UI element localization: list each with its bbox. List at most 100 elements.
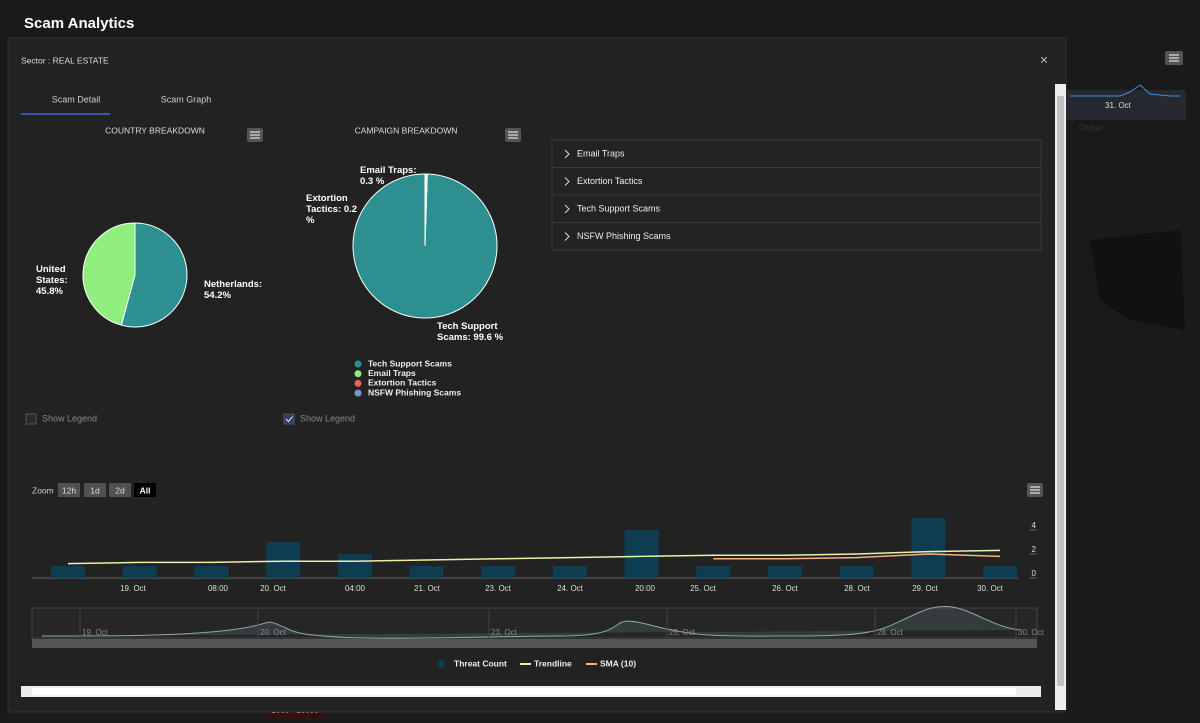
- scroll-thumb[interactable]: [1057, 96, 1064, 686]
- y-tick-label: 4: [1032, 521, 1037, 530]
- x-tick-label: 26. Oct: [772, 584, 799, 593]
- sector-label: Sector : REAL ESTATE: [21, 55, 109, 65]
- line-series: [713, 553, 1001, 560]
- chevron: [564, 232, 570, 241]
- x-tick-label: 20:00: [635, 584, 656, 593]
- navigator-label: 30. Oct: [1018, 628, 1045, 637]
- data-label: Netherlands: 54.2%: [204, 279, 263, 301]
- accordion-label: Email Traps: [577, 148, 625, 158]
- legend-marker: [354, 360, 362, 368]
- legend-label[interactable]: Extortion Tactics: [368, 378, 437, 388]
- bar: [337, 554, 372, 578]
- navigator-series: [41, 606, 1021, 639]
- bar: [194, 566, 229, 578]
- data-label: Extortion Tactics: 0.2 %: [306, 193, 358, 226]
- chevron: [564, 204, 570, 214]
- bar: [624, 530, 659, 578]
- menu-button[interactable]: [505, 128, 521, 142]
- zoom-button[interactable]: [134, 483, 156, 497]
- navigator-label: 28. Oct: [877, 628, 904, 637]
- x-tick-label: 28. Oct: [844, 584, 871, 593]
- legend-label[interactable]: Trendline: [534, 658, 572, 668]
- y-tick-label: 0: [1032, 569, 1037, 578]
- navigator-label: 19. Oct: [82, 628, 109, 637]
- bar: [839, 566, 874, 578]
- menu-button[interactable]: [1027, 483, 1043, 497]
- data-label: United States: 45.8%: [36, 264, 68, 297]
- zoom-button-label: 1d: [90, 485, 100, 495]
- bar: [122, 566, 157, 578]
- chevron: [564, 149, 570, 159]
- zoom-button-label: 2d: [115, 485, 125, 495]
- zoom-button[interactable]: [58, 483, 80, 497]
- legend-checkbox[interactable]: [283, 413, 295, 425]
- data-label: Extortion Tactics: 0.2 %: [306, 193, 358, 226]
- legend-marker: [437, 660, 445, 668]
- bar: [983, 566, 1018, 578]
- scroll-thumb[interactable]: [32, 688, 1016, 695]
- accordion-label: Extortion Tactics: [577, 176, 643, 186]
- legend-toggle-label: Show Legend: [300, 413, 355, 423]
- accordion-item[interactable]: [551, 222, 1042, 251]
- chevron: [564, 177, 570, 186]
- navigator-label: 25. Oct: [669, 628, 696, 637]
- x-tick-label: 24. Oct: [557, 584, 584, 593]
- legend-label[interactable]: SMA (10): [600, 658, 636, 668]
- bar: [696, 566, 731, 578]
- bar: [552, 566, 587, 578]
- y-tick-label: 2: [1032, 545, 1037, 554]
- tab[interactable]: Scam Detail: [52, 94, 101, 104]
- legend-label[interactable]: Tech Support Scams: [368, 358, 452, 368]
- legend-label[interactable]: NSFW Phishing Scams: [368, 387, 461, 397]
- zoom-button-label: All: [140, 485, 151, 495]
- map-sparkline: [1070, 84, 1180, 97]
- menu-button[interactable]: [247, 128, 263, 142]
- data-label: Netherlands: 54.2%: [204, 279, 263, 301]
- accordion-item[interactable]: [551, 139, 1042, 168]
- navigator-label: 20. Oct: [260, 628, 287, 637]
- accordion-item[interactable]: [551, 167, 1042, 196]
- bar: [51, 566, 85, 578]
- chart-title: COUNTRY BREAKDOWN: [105, 125, 205, 135]
- legend-label[interactable]: Email Traps: [368, 368, 416, 378]
- accordion-label: NSFW Phishing Scams: [577, 231, 671, 241]
- x-tick-label: 25. Oct: [690, 584, 717, 593]
- x-tick-label: 19. Oct: [120, 584, 147, 593]
- legend-label[interactable]: Threat Count: [454, 658, 507, 668]
- navigator-scrollbar[interactable]: [32, 639, 1037, 648]
- bar: [481, 566, 516, 578]
- tab-indicator: [21, 113, 110, 115]
- zoom-button[interactable]: [109, 483, 131, 497]
- x-tick-label: 20. Oct: [260, 584, 287, 593]
- navigator-label: 23. Oct: [491, 628, 518, 637]
- pie-slice: [82, 222, 136, 326]
- legend-toggle-label: Show Legend: [42, 413, 97, 423]
- map-land: [1090, 230, 1185, 330]
- x-tick-label: 08:00: [208, 584, 229, 593]
- x-tick-label: 04:00: [345, 584, 366, 593]
- legend-marker: [354, 379, 362, 387]
- map-strip: [1066, 90, 1186, 120]
- pie-slice: [120, 222, 188, 328]
- data-label: Email Traps: 0.3 %: [360, 165, 417, 187]
- map-date: 31. Oct: [1105, 101, 1132, 110]
- line-series: [67, 549, 1001, 565]
- checkmark: [285, 416, 293, 423]
- app-title: Scam Analytics: [24, 15, 134, 32]
- close-button[interactable]: ×: [1040, 52, 1048, 68]
- data-label: Tech Support Scams: 99.6 %: [437, 321, 504, 343]
- accordion-item[interactable]: [551, 194, 1042, 223]
- data-label: Tech Support Scams: 99.6 %: [437, 321, 504, 343]
- accordion-label: Tech Support Scams: [577, 203, 661, 213]
- map-menu[interactable]: [1165, 51, 1183, 65]
- legend-checkbox[interactable]: [25, 413, 37, 425]
- data-label: United States: 45.8%: [36, 264, 68, 297]
- zoom-button[interactable]: [84, 483, 106, 497]
- bar: [768, 566, 802, 578]
- bar: [911, 518, 946, 578]
- tab[interactable]: Scam Graph: [161, 94, 212, 104]
- zoom-label: Zoom: [32, 485, 54, 495]
- legend-marker: [354, 389, 362, 397]
- x-tick-label: 29. Oct: [912, 584, 939, 593]
